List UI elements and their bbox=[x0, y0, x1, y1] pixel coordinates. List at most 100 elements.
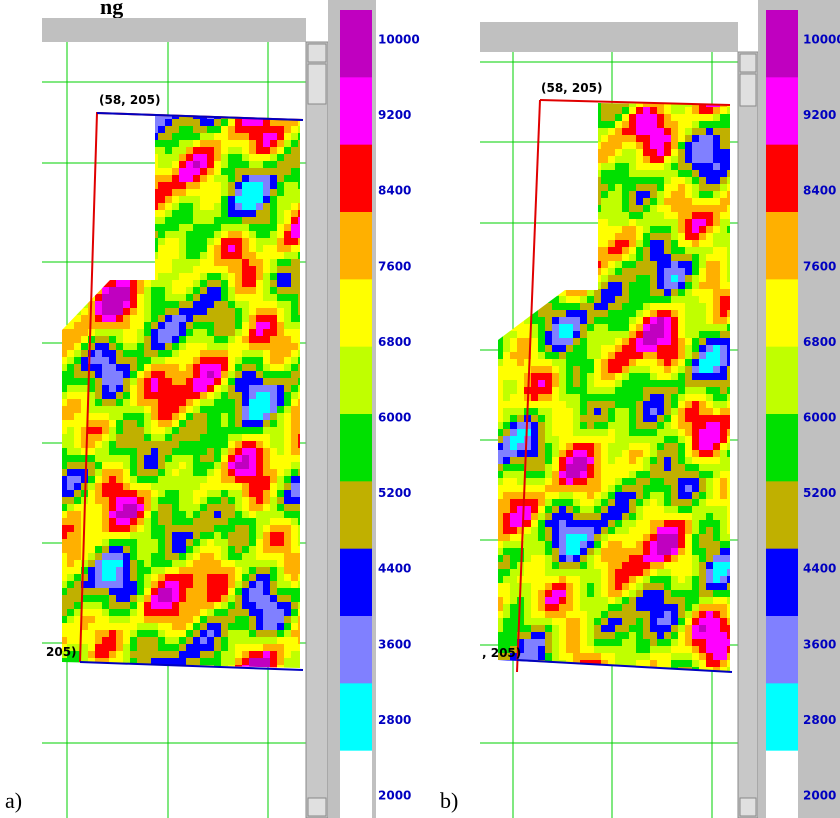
contour-cell bbox=[81, 476, 88, 483]
contour-cell bbox=[622, 408, 629, 415]
contour-cell bbox=[699, 135, 706, 142]
contour-cell bbox=[608, 219, 615, 226]
contour-cell bbox=[249, 483, 256, 490]
contour-cell bbox=[643, 324, 650, 331]
contour-cell bbox=[284, 287, 291, 294]
contour-cell bbox=[74, 378, 81, 385]
contour-cell bbox=[165, 427, 172, 434]
contour-cell bbox=[242, 406, 249, 413]
contour-cell bbox=[102, 476, 109, 483]
contour-cell bbox=[151, 560, 158, 567]
contour-cell bbox=[200, 504, 207, 511]
contour-cell bbox=[214, 217, 221, 224]
contour-cell bbox=[685, 408, 692, 415]
contour-cell bbox=[186, 539, 193, 546]
contour-cell bbox=[123, 448, 130, 455]
contour-cell bbox=[242, 259, 249, 266]
contour-cell bbox=[109, 609, 116, 616]
contour-cell bbox=[263, 553, 270, 560]
scrollbar[interactable] bbox=[306, 42, 328, 818]
contour-cell bbox=[172, 245, 179, 252]
contour-cell bbox=[678, 387, 685, 394]
contour-cell bbox=[608, 205, 615, 212]
contour-cell bbox=[678, 324, 685, 331]
contour-cell bbox=[81, 378, 88, 385]
contour-cell bbox=[291, 462, 298, 469]
contour-cell bbox=[559, 443, 566, 450]
contour-cell bbox=[165, 602, 172, 609]
contour-cell bbox=[629, 310, 636, 317]
contour-cell bbox=[573, 387, 580, 394]
contour-cell bbox=[643, 520, 650, 527]
contour-cell bbox=[256, 266, 263, 273]
contour-cell bbox=[193, 385, 200, 392]
contour-cell bbox=[622, 142, 629, 149]
contour-cell bbox=[151, 595, 158, 602]
contour-cell bbox=[545, 317, 552, 324]
contour-cell bbox=[650, 177, 657, 184]
contour-cell bbox=[692, 506, 699, 513]
contour-cell bbox=[566, 345, 573, 352]
contour-cell bbox=[678, 142, 685, 149]
contour-cell bbox=[186, 119, 193, 126]
contour-cell bbox=[207, 399, 214, 406]
contour-cell bbox=[270, 483, 277, 490]
scroll-thumb[interactable] bbox=[308, 64, 326, 104]
contour-cell bbox=[158, 406, 165, 413]
contour-cell bbox=[165, 651, 172, 658]
contour-cell bbox=[713, 422, 720, 429]
contour-cell bbox=[671, 478, 678, 485]
contour-cell bbox=[102, 567, 109, 574]
contour-cell bbox=[517, 373, 524, 380]
contour-cell bbox=[207, 567, 214, 574]
contour-cell bbox=[615, 534, 622, 541]
contour-cell bbox=[256, 245, 263, 252]
contour-cell bbox=[158, 147, 165, 154]
contour-cell bbox=[608, 450, 615, 457]
contour-cell bbox=[601, 205, 608, 212]
contour-cell bbox=[713, 401, 720, 408]
contour-cell bbox=[158, 476, 165, 483]
contour-cell bbox=[622, 254, 629, 261]
contour-cell bbox=[221, 616, 228, 623]
scroll-up[interactable] bbox=[308, 44, 326, 62]
contour-cell bbox=[144, 637, 151, 644]
contour-cell bbox=[629, 114, 636, 121]
contour-cell bbox=[608, 170, 615, 177]
contour-cell bbox=[566, 492, 573, 499]
contour-cell bbox=[256, 637, 263, 644]
contour-cell bbox=[144, 532, 151, 539]
contour-cell bbox=[622, 121, 629, 128]
contour-cell bbox=[699, 142, 706, 149]
contour-cell bbox=[573, 345, 580, 352]
contour-cell bbox=[503, 338, 510, 345]
contour-cell bbox=[207, 518, 214, 525]
contour-cell bbox=[123, 525, 130, 532]
contour-cell bbox=[151, 476, 158, 483]
contour-cell bbox=[102, 609, 109, 616]
contour-cell bbox=[692, 478, 699, 485]
contour-cell bbox=[74, 350, 81, 357]
contour-cell bbox=[720, 128, 727, 135]
contour-cell bbox=[200, 147, 207, 154]
contour-cell bbox=[664, 338, 671, 345]
contour-cell bbox=[671, 296, 678, 303]
scroll-down[interactable] bbox=[308, 798, 326, 816]
contour-cell bbox=[510, 464, 517, 471]
contour-cell bbox=[144, 490, 151, 497]
contour-cell bbox=[601, 156, 608, 163]
contour-cell bbox=[186, 280, 193, 287]
contour-cell bbox=[102, 357, 109, 364]
contour-cell bbox=[580, 345, 587, 352]
contour-cell bbox=[664, 317, 671, 324]
contour-cell bbox=[263, 420, 270, 427]
contour-cell bbox=[242, 154, 249, 161]
contour-cell bbox=[242, 546, 249, 553]
contour-cell bbox=[643, 170, 650, 177]
contour-cell bbox=[622, 478, 629, 485]
contour-cell bbox=[692, 212, 699, 219]
contour-cell bbox=[179, 245, 186, 252]
contour-cell bbox=[137, 469, 144, 476]
contour-cell bbox=[256, 329, 263, 336]
contour-cell bbox=[263, 651, 270, 658]
